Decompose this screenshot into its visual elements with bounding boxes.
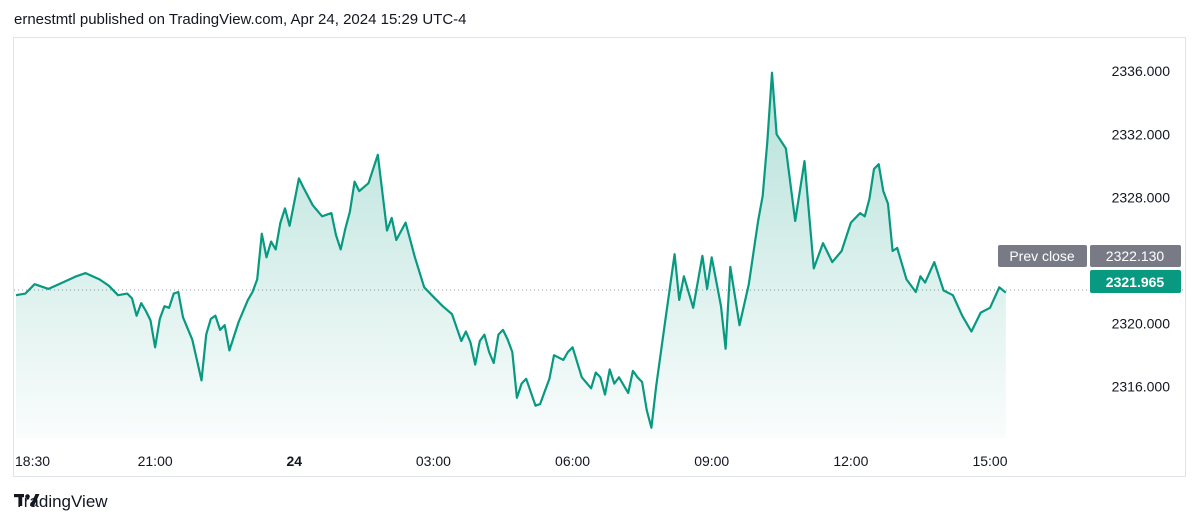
x-tick-label: 24 [286,453,302,469]
x-tick-label: 21:00 [138,453,173,469]
price-area-fill [16,72,1006,438]
y-tick-label: 2316.000 [1112,379,1171,395]
x-tick-label: 06:00 [555,453,590,469]
prev-close-tag [998,245,1087,267]
x-tick-label: 12:00 [833,453,868,469]
footer: TradingView [14,492,108,512]
prev-close-value: 2322.130 [1106,248,1165,264]
x-tick-label: 15:00 [972,453,1007,469]
y-tick-label: 2328.000 [1112,189,1171,205]
x-axis: 18:30 21:00 24 03:00 06:00 09:00 12:00 15:00 [15,453,1008,469]
y-axis: 2336.0002332.0002328.0002324.0002320.000… [1112,63,1171,395]
tradingview-logo-icon[interactable] [14,492,42,508]
prev-close-label: Prev close [1009,248,1075,264]
prev-close-value-tag [1090,245,1181,267]
price-line [15,71,1007,429]
y-tick-label: 2320.000 [1112,316,1171,332]
publish-info: ernestmtl published on TradingView.com, … [14,11,467,28]
y-tick-label: 2336.000 [1112,63,1171,79]
x-tick-label: 18:30 [15,453,50,469]
chart-frame [13,37,1186,477]
x-tick-label: 09:00 [694,453,729,469]
last-price-tag [1090,270,1181,293]
y-tick-label: 2332.000 [1112,126,1171,142]
last-price-value: 2321.965 [1106,274,1165,290]
x-tick-label: 03:00 [416,453,451,469]
